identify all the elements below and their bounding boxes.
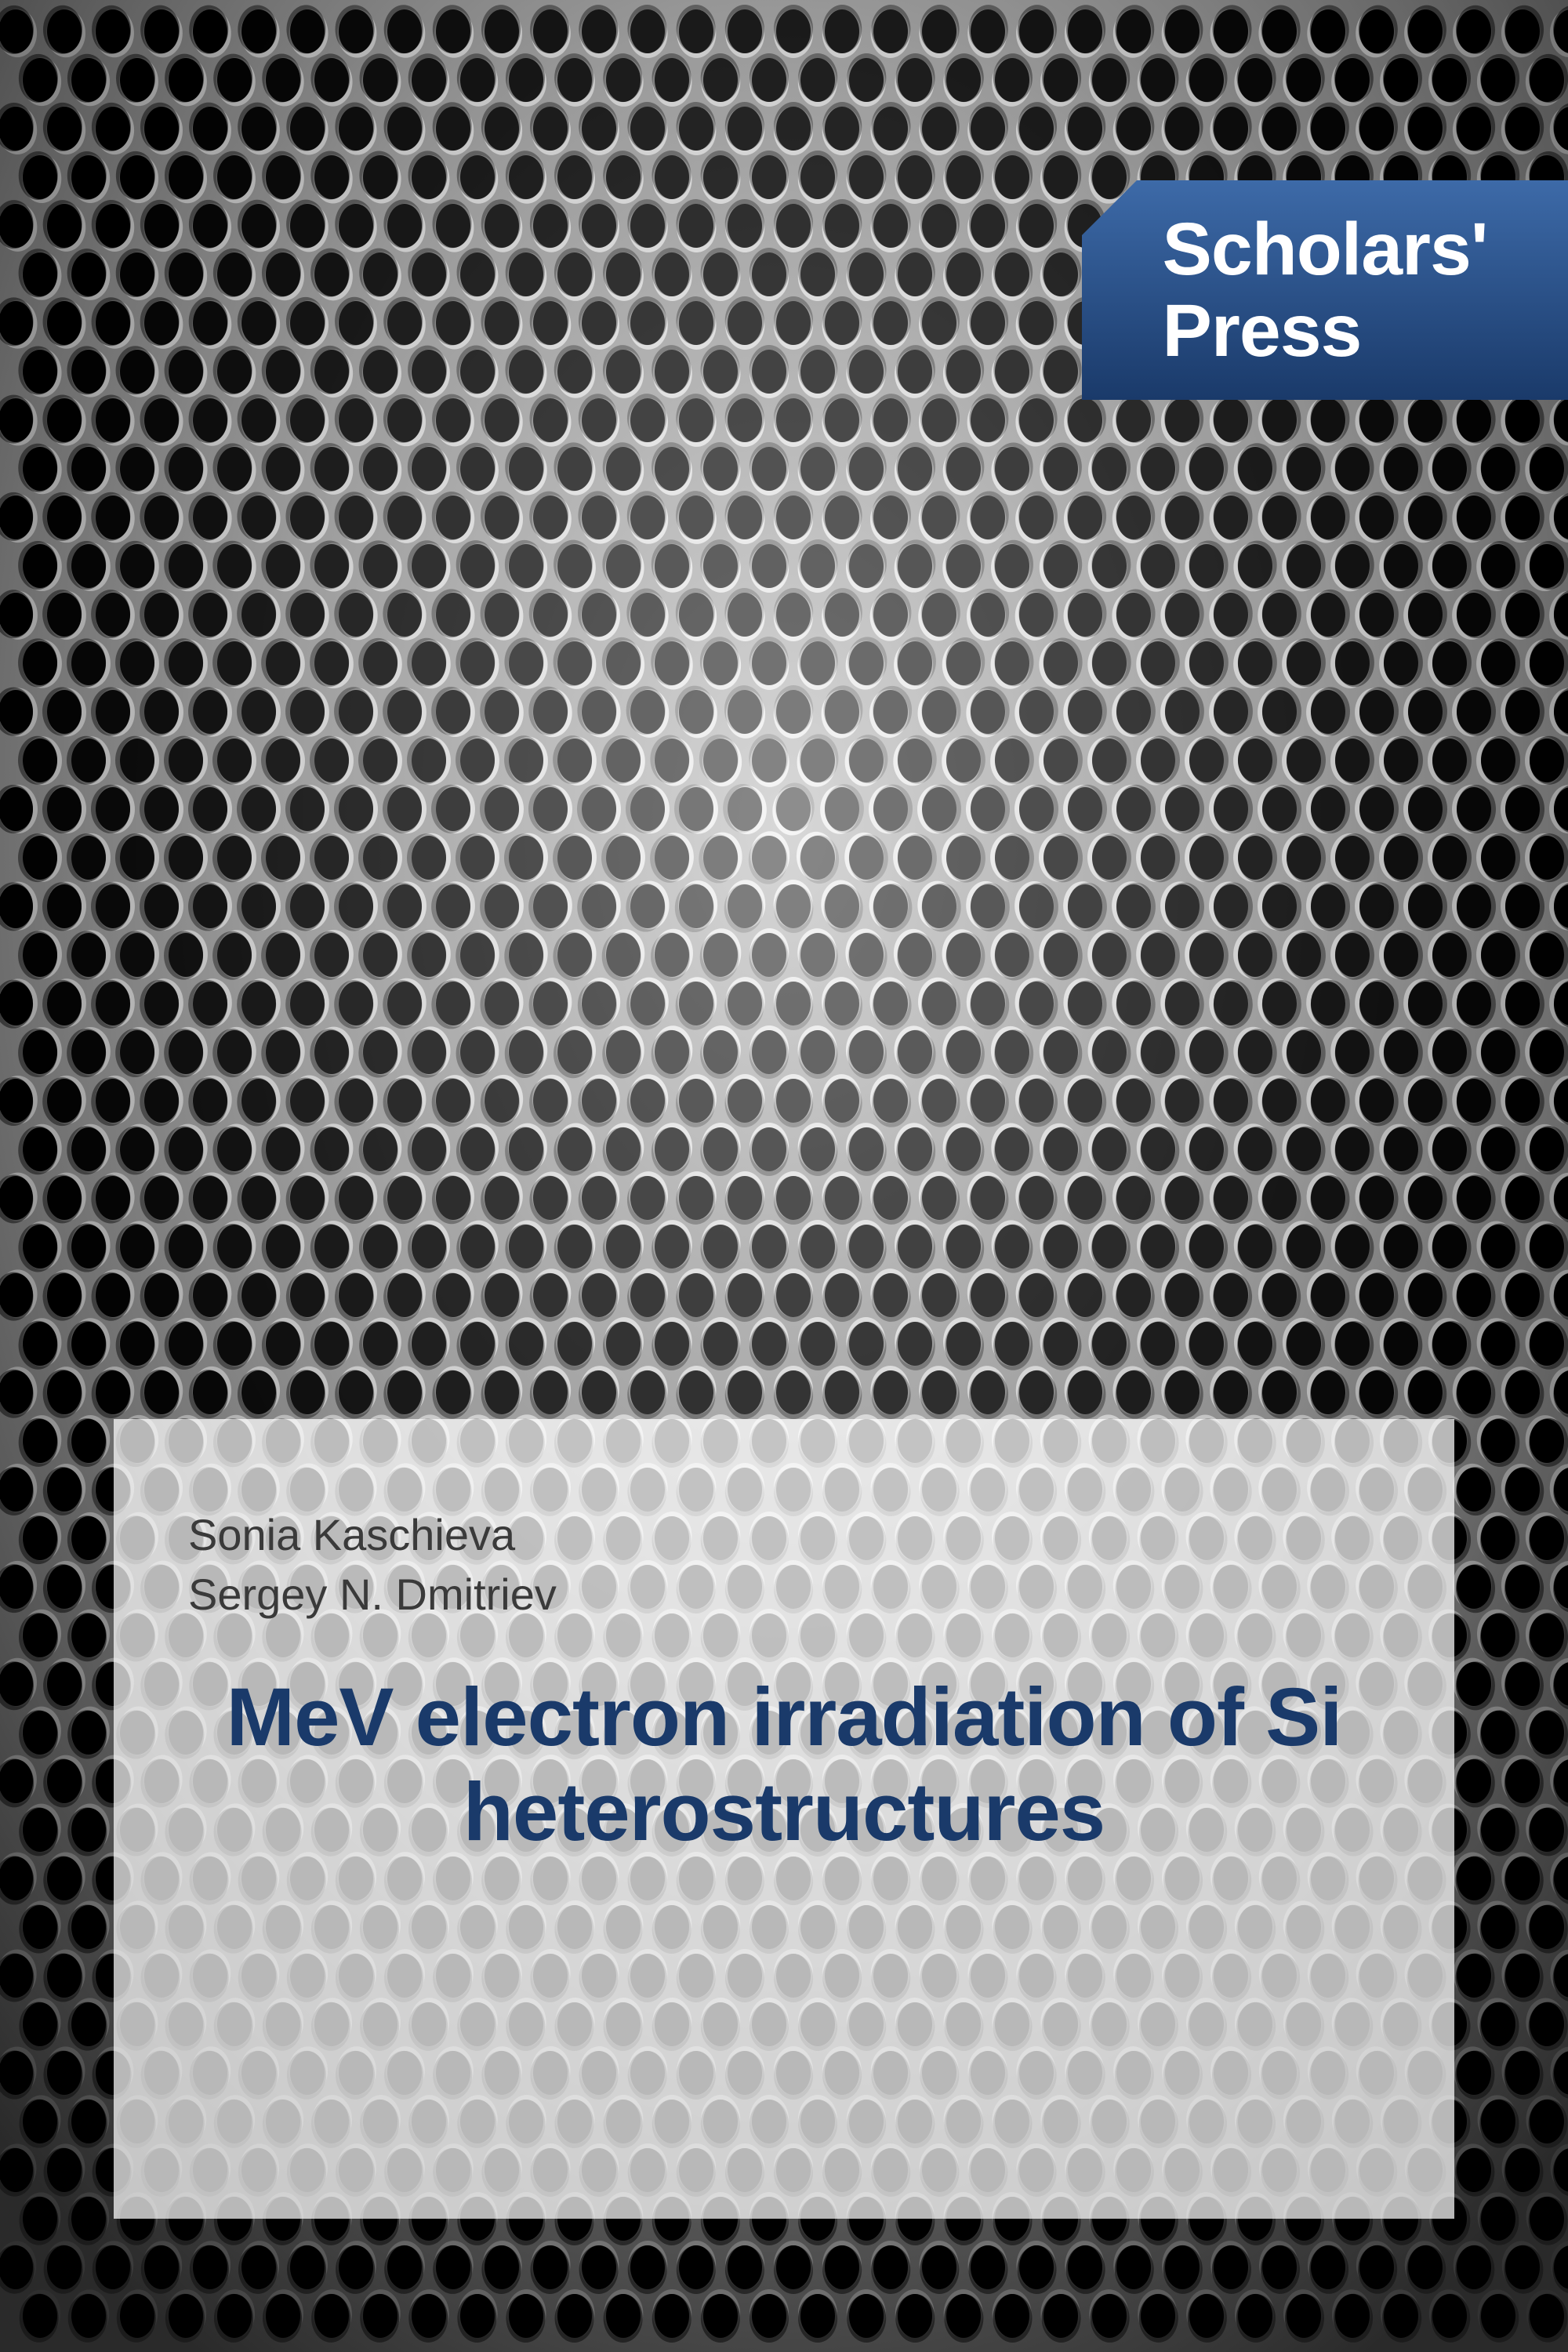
publisher-line2: Press bbox=[1163, 289, 1362, 372]
book-cover: Scholars' Press Sonia Kaschieva Sergey N… bbox=[0, 0, 1568, 2352]
book-title: MeV electron irradiation of Si heterostr… bbox=[188, 1671, 1380, 1860]
author-1: Sonia Kaschieva bbox=[188, 1510, 515, 1559]
publisher-name: Scholars' Press bbox=[1163, 209, 1488, 372]
title-panel: Sonia Kaschieva Sergey N. Dmitriev MeV e… bbox=[114, 1419, 1454, 2219]
publisher-badge: Scholars' Press bbox=[1082, 180, 1568, 400]
publisher-line1: Scholars' bbox=[1163, 208, 1488, 291]
author-2: Sergey N. Dmitriev bbox=[188, 1570, 557, 1619]
authors-block: Sonia Kaschieva Sergey N. Dmitriev bbox=[188, 1505, 1380, 1624]
